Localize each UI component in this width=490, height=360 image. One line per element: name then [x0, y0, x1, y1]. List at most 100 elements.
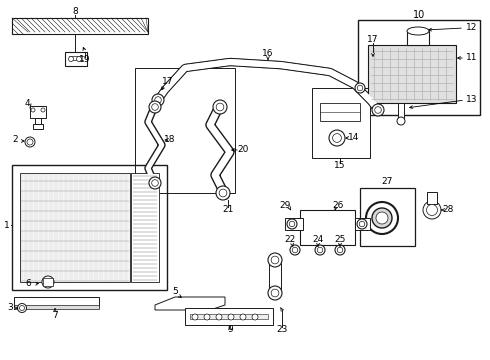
- Text: 13: 13: [466, 95, 478, 104]
- Bar: [14, 305, 99, 309]
- Circle shape: [357, 85, 363, 91]
- Bar: [14, 297, 99, 307]
- Bar: [312, 88, 370, 158]
- Circle shape: [216, 186, 230, 200]
- Circle shape: [268, 253, 282, 267]
- Bar: [407, 31, 429, 45]
- Bar: [368, 45, 456, 103]
- Circle shape: [271, 289, 279, 297]
- Text: 3: 3: [7, 303, 13, 312]
- Text: 14: 14: [348, 134, 360, 143]
- Circle shape: [20, 306, 25, 310]
- Circle shape: [25, 137, 35, 147]
- Circle shape: [155, 97, 161, 103]
- Bar: [35, 118, 41, 126]
- Circle shape: [335, 245, 345, 255]
- Bar: [427, 192, 437, 204]
- Circle shape: [149, 177, 161, 189]
- Bar: [185, 308, 273, 325]
- Bar: [20, 173, 130, 282]
- Bar: [320, 103, 360, 121]
- Text: 16: 16: [262, 49, 274, 58]
- Bar: [269, 263, 281, 290]
- Bar: [398, 103, 404, 119]
- Text: 9: 9: [227, 325, 233, 334]
- Bar: [300, 210, 355, 245]
- Text: 24: 24: [313, 235, 323, 244]
- Circle shape: [359, 221, 365, 227]
- Circle shape: [329, 130, 345, 146]
- Bar: [358, 20, 480, 115]
- Text: 7: 7: [52, 310, 58, 320]
- Circle shape: [397, 117, 405, 125]
- Circle shape: [42, 276, 54, 288]
- Text: 28: 28: [442, 206, 454, 215]
- Polygon shape: [155, 297, 225, 310]
- Circle shape: [69, 57, 74, 62]
- Circle shape: [216, 314, 222, 320]
- Bar: [131, 173, 159, 282]
- Circle shape: [372, 104, 384, 116]
- Bar: [190, 314, 268, 319]
- Circle shape: [31, 108, 35, 112]
- Bar: [285, 218, 303, 230]
- Circle shape: [152, 180, 158, 186]
- Circle shape: [228, 314, 234, 320]
- Circle shape: [317, 247, 323, 253]
- Text: 27: 27: [381, 176, 392, 185]
- Circle shape: [76, 57, 81, 62]
- Circle shape: [27, 139, 33, 145]
- Circle shape: [292, 247, 298, 253]
- Text: 17: 17: [162, 77, 174, 86]
- Text: 12: 12: [466, 23, 478, 32]
- Circle shape: [337, 247, 343, 253]
- Text: 25: 25: [334, 235, 345, 244]
- Text: 29: 29: [279, 201, 291, 210]
- Text: 26: 26: [332, 201, 343, 210]
- Circle shape: [268, 286, 282, 300]
- Circle shape: [423, 201, 441, 219]
- Text: 2: 2: [12, 135, 18, 144]
- Ellipse shape: [407, 27, 429, 35]
- Circle shape: [289, 221, 295, 227]
- Bar: [65, 52, 87, 66]
- Bar: [135, 68, 235, 193]
- Circle shape: [271, 256, 279, 264]
- Bar: [12, 165, 167, 290]
- Text: 10: 10: [413, 10, 425, 20]
- Circle shape: [287, 219, 297, 229]
- Circle shape: [366, 202, 398, 234]
- Text: 17: 17: [367, 36, 379, 45]
- Circle shape: [290, 245, 300, 255]
- Bar: [43, 278, 53, 286]
- Circle shape: [18, 303, 26, 312]
- Circle shape: [355, 83, 365, 93]
- Text: 18: 18: [164, 135, 176, 144]
- Circle shape: [357, 219, 367, 229]
- Text: 5: 5: [172, 288, 178, 297]
- Text: 15: 15: [334, 162, 346, 171]
- Circle shape: [252, 314, 258, 320]
- Circle shape: [333, 134, 342, 143]
- Circle shape: [372, 208, 392, 228]
- Circle shape: [375, 107, 381, 113]
- Text: 6: 6: [25, 279, 31, 288]
- Circle shape: [240, 314, 246, 320]
- Circle shape: [426, 204, 438, 216]
- Bar: [12, 18, 148, 34]
- Bar: [360, 188, 415, 246]
- Bar: [355, 218, 370, 230]
- Bar: [30, 106, 46, 118]
- Bar: [33, 124, 43, 129]
- Circle shape: [213, 100, 227, 114]
- Circle shape: [152, 94, 164, 106]
- Text: 11: 11: [466, 54, 478, 63]
- Circle shape: [41, 108, 45, 112]
- Text: 19: 19: [79, 55, 91, 64]
- Circle shape: [192, 314, 198, 320]
- Text: 23: 23: [276, 325, 288, 334]
- Circle shape: [219, 189, 227, 197]
- Text: 22: 22: [284, 235, 295, 244]
- Text: 20: 20: [237, 145, 249, 154]
- Circle shape: [149, 101, 161, 113]
